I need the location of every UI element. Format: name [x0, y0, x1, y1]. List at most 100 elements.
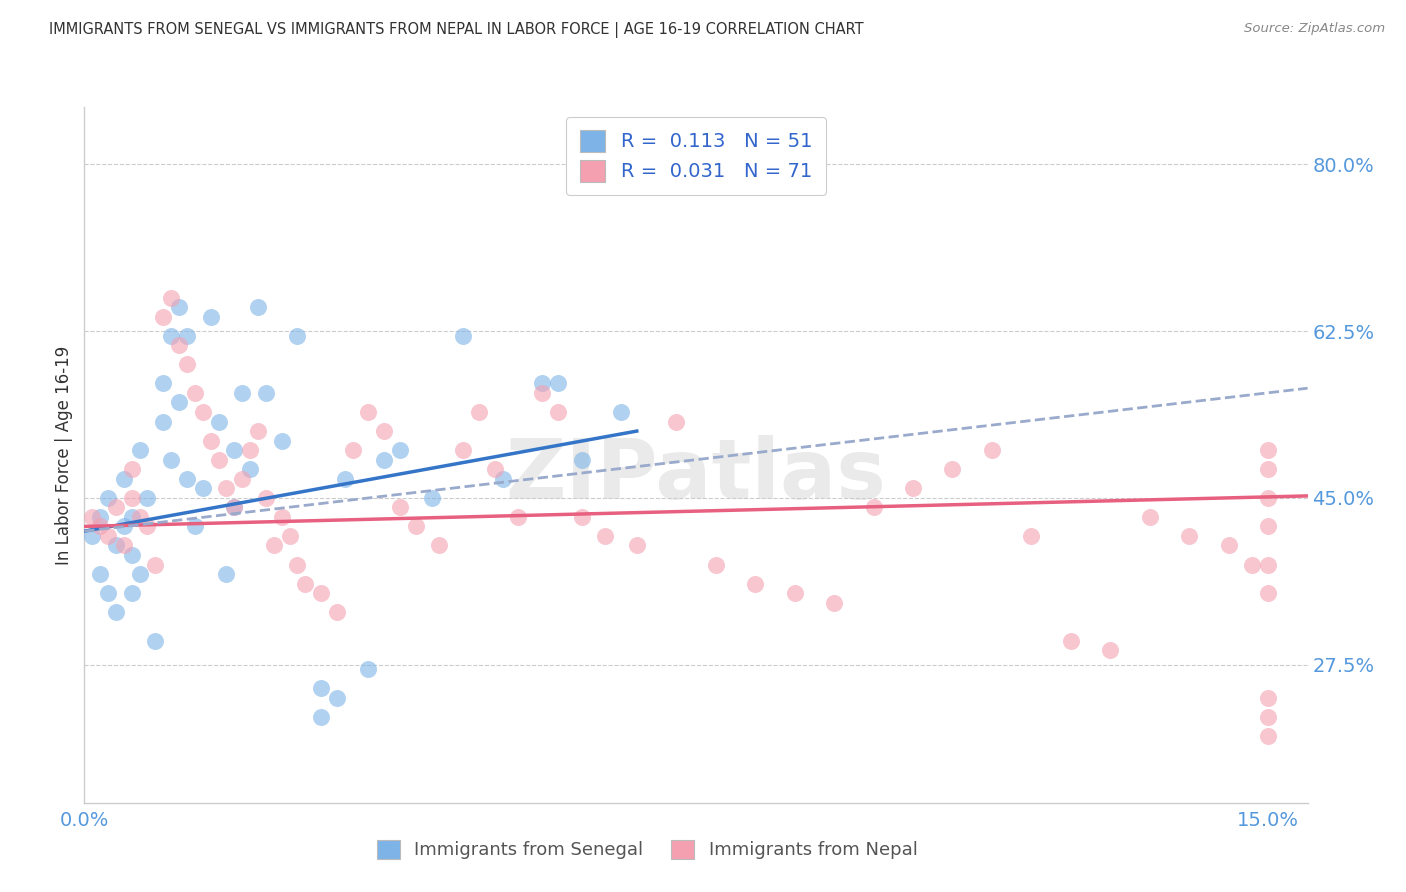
Point — [547, 376, 569, 391]
Point — [326, 605, 349, 619]
Point — [246, 424, 269, 438]
Point — [136, 491, 159, 505]
Point — [626, 539, 648, 553]
Point — [176, 472, 198, 486]
Point — [207, 452, 229, 467]
Point — [593, 529, 616, 543]
Point — [82, 509, 104, 524]
Point — [160, 452, 183, 467]
Point — [167, 395, 190, 409]
Point — [128, 509, 150, 524]
Point — [665, 415, 688, 429]
Point — [1257, 558, 1279, 572]
Point — [287, 328, 309, 343]
Point — [145, 633, 167, 648]
Point — [373, 424, 395, 438]
Point — [531, 376, 554, 391]
Point — [121, 491, 143, 505]
Point — [309, 586, 332, 600]
Point — [326, 690, 349, 705]
Point — [191, 481, 214, 495]
Point — [121, 462, 143, 476]
Point — [200, 434, 222, 448]
Point — [1021, 529, 1043, 543]
Point — [357, 405, 380, 419]
Point — [941, 462, 963, 476]
Point — [429, 539, 451, 553]
Point — [571, 509, 593, 524]
Point — [239, 443, 262, 458]
Point — [184, 386, 207, 401]
Point — [136, 519, 159, 533]
Point — [1139, 509, 1161, 524]
Point — [254, 386, 277, 401]
Point — [571, 452, 593, 467]
Point — [89, 567, 111, 582]
Point — [294, 576, 316, 591]
Point — [152, 310, 174, 324]
Point — [278, 529, 301, 543]
Point — [451, 443, 474, 458]
Point — [704, 558, 727, 572]
Point — [610, 405, 633, 419]
Point — [389, 500, 412, 515]
Point — [980, 443, 1002, 458]
Point — [862, 500, 884, 515]
Point — [1257, 443, 1279, 458]
Point — [389, 443, 412, 458]
Point — [160, 291, 183, 305]
Point — [160, 328, 183, 343]
Point — [468, 405, 491, 419]
Point — [451, 328, 474, 343]
Point — [1257, 491, 1279, 505]
Point — [104, 539, 127, 553]
Legend: Immigrants from Senegal, Immigrants from Nepal: Immigrants from Senegal, Immigrants from… — [366, 829, 928, 871]
Point — [82, 529, 104, 543]
Point — [1257, 729, 1279, 743]
Point — [128, 443, 150, 458]
Point — [224, 443, 246, 458]
Point — [1257, 462, 1279, 476]
Point — [239, 462, 262, 476]
Point — [121, 509, 143, 524]
Point — [531, 386, 554, 401]
Point — [191, 405, 214, 419]
Point — [263, 539, 285, 553]
Point — [491, 472, 513, 486]
Point — [342, 443, 364, 458]
Point — [145, 558, 167, 572]
Text: ZIPatlas: ZIPatlas — [506, 435, 886, 516]
Point — [89, 519, 111, 533]
Point — [224, 500, 246, 515]
Point — [128, 567, 150, 582]
Point — [547, 405, 569, 419]
Point — [112, 472, 135, 486]
Point — [167, 300, 190, 314]
Point — [823, 596, 845, 610]
Point — [231, 386, 253, 401]
Text: IMMIGRANTS FROM SENEGAL VS IMMIGRANTS FROM NEPAL IN LABOR FORCE | AGE 16-19 CORR: IMMIGRANTS FROM SENEGAL VS IMMIGRANTS FR… — [49, 22, 863, 38]
Point — [405, 519, 427, 533]
Point — [215, 481, 238, 495]
Point — [121, 586, 143, 600]
Point — [1099, 643, 1122, 657]
Point — [254, 491, 277, 505]
Point — [167, 338, 190, 352]
Point — [1257, 710, 1279, 724]
Point — [420, 491, 443, 505]
Point — [1178, 529, 1201, 543]
Point — [97, 586, 120, 600]
Point — [152, 415, 174, 429]
Point — [1257, 586, 1279, 600]
Point — [901, 481, 924, 495]
Point — [224, 500, 246, 515]
Point — [1218, 539, 1240, 553]
Point — [89, 509, 111, 524]
Point — [121, 548, 143, 562]
Point — [176, 357, 198, 371]
Point — [152, 376, 174, 391]
Point — [270, 509, 292, 524]
Point — [231, 472, 253, 486]
Point — [783, 586, 806, 600]
Point — [112, 539, 135, 553]
